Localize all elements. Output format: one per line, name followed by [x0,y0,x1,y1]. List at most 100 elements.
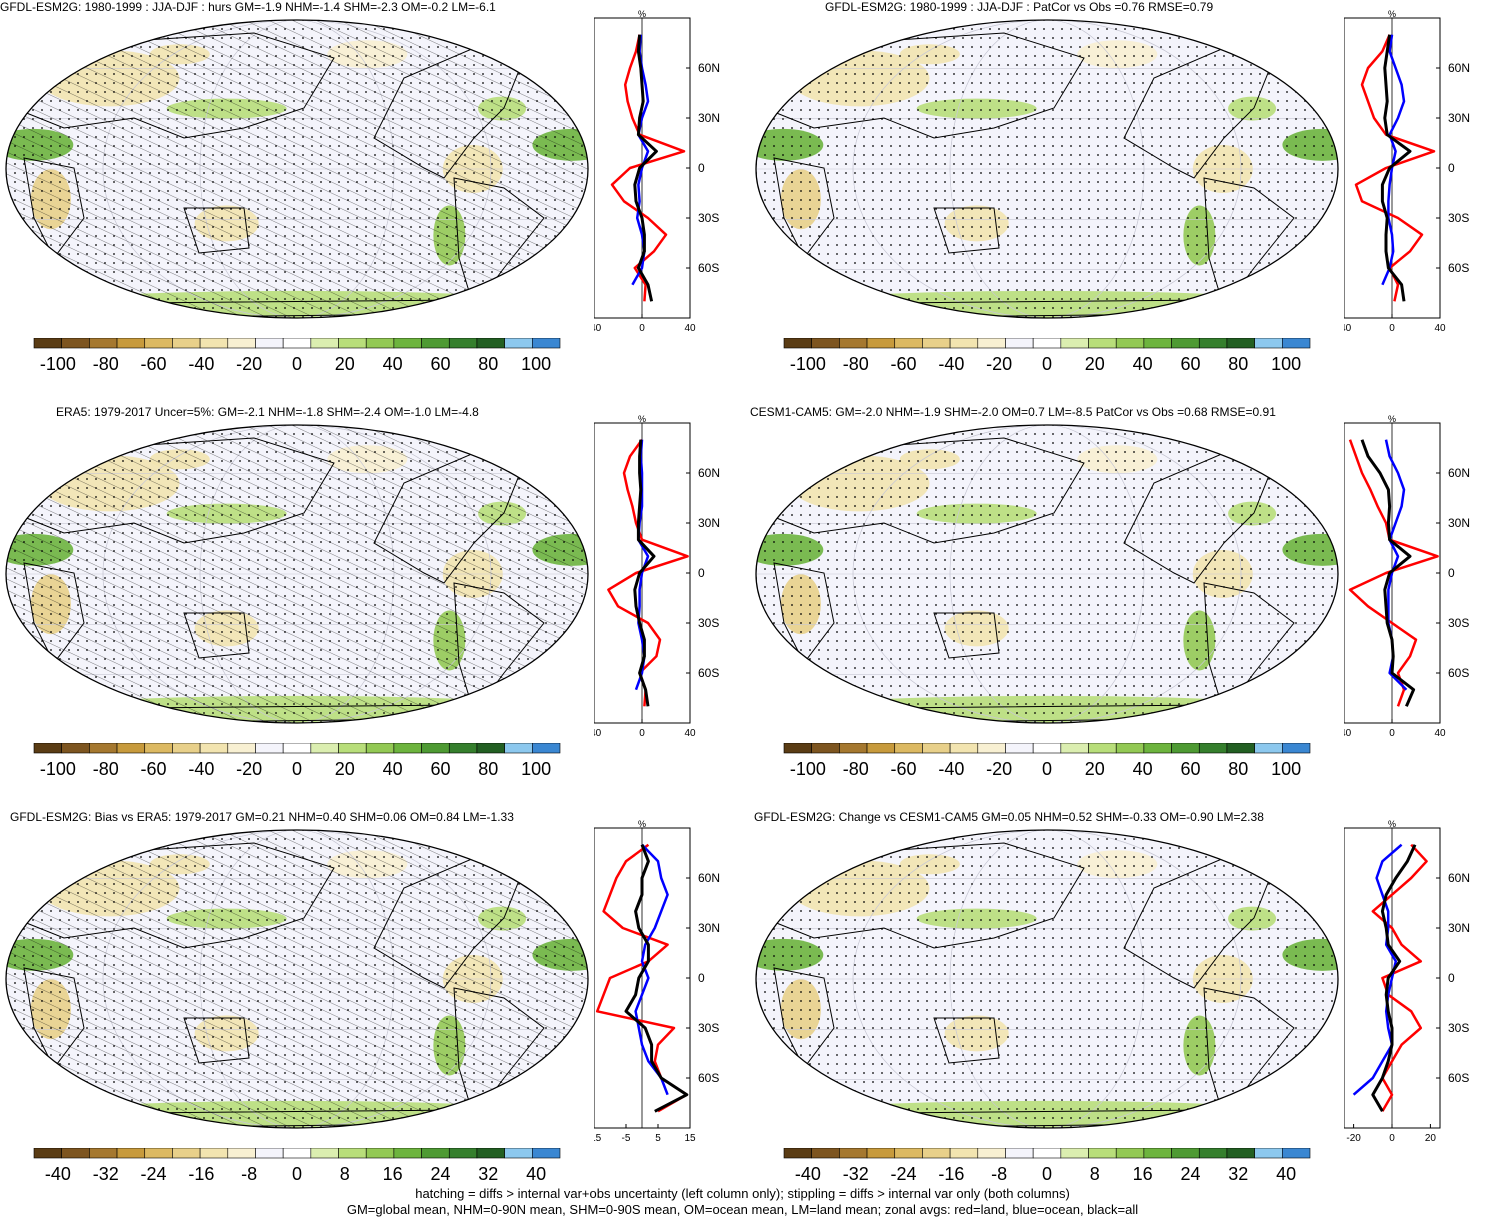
colorbar-swatch [866,338,896,349]
colorbar-label: 60 [1180,354,1200,374]
lat-label: 60S [1448,666,1469,680]
lat-label: 30S [1448,616,1469,630]
footer-note: hatching = diffs > internal var+obs unce… [0,1186,1485,1218]
colorbar-swatch [532,1148,561,1159]
colorbar-swatch [227,1148,256,1159]
colorbar-swatch [199,338,229,349]
lat-label: 30N [1448,111,1470,125]
colorbar-swatch [783,1148,812,1159]
colorbar-swatch [1254,338,1283,349]
colorbar-swatch [89,338,118,349]
colorbar-label: -8 [241,1164,257,1184]
colorbar-swatch [504,338,533,349]
zonal-series-land [607,438,689,707]
colorbar-swatch [448,338,478,349]
world-map [755,19,1339,319]
colorbar-swatch [365,743,395,754]
colorbar-swatch [199,743,229,754]
colorbar-swatch [1032,338,1062,349]
zonal-plot: % 60N 30N 0 30S 60S -40 0 40 [1344,10,1470,332]
colorbar-swatch [811,1148,840,1159]
colorbar-label: 8 [340,1164,350,1184]
colorbar-swatch [1198,1148,1228,1159]
zonal-series-land [1348,439,1439,707]
colorbar-swatch [1226,743,1255,754]
x-tick-label: 0 [639,323,645,332]
colorbar-label: 0 [1042,759,1052,779]
colorbar-label: 32 [1228,1164,1248,1184]
x-tick-label: -15 [594,1133,602,1142]
colorbar-swatch [255,338,284,349]
colorbar-swatch [144,338,173,349]
colorbar-swatch [255,1148,284,1159]
colorbar-swatch [338,743,367,754]
colorbar-swatch [116,743,146,754]
x-tick-label: 20 [1425,1133,1437,1142]
panel-p5: GFDL-ESM2G: Bias vs ERA5: 1979-2017 GM=0… [0,810,742,1215]
colorbar-swatch [227,743,256,754]
colorbar-swatch [476,1148,505,1159]
colorbar-label: -100 [790,759,826,779]
colorbar-swatch [61,1148,90,1159]
colorbar-label: -20 [236,354,262,374]
colorbar-swatch [532,743,561,754]
map-border [755,19,1339,319]
colorbar-label: 32 [478,1164,498,1184]
colorbar-swatch [310,1148,339,1159]
lat-label: 60N [698,61,720,75]
colorbar-swatch [839,743,868,754]
colorbar-swatch [1198,338,1228,349]
zonal-series-all [633,34,658,302]
colorbar-swatch [89,1148,118,1159]
colorbar-label: -24 [141,1164,167,1184]
colorbar-swatch [116,1148,146,1159]
colorbar-swatch [61,743,90,754]
colorbar-label: -80 [93,354,119,374]
footer-line-1: hatching = diffs > internal var+obs unce… [415,1186,1070,1201]
colorbar-swatch [1060,1148,1089,1159]
colorbar-swatch [1143,1148,1172,1159]
colorbar-swatch [1143,743,1172,754]
colorbar: -100 -80 -60 -40 -20 0 20 40 60 80 100 [783,743,1311,779]
zonal-series-land [1354,34,1436,302]
lat-label: 0 [1448,161,1455,175]
colorbar-swatch [1282,743,1311,754]
colorbar-swatch [1005,338,1034,349]
panel-title: ERA5: 1979-2017 Uncer=5%: GM=-2.1 NHM=-1… [56,405,479,419]
colorbar-swatch [1198,743,1228,754]
colorbar-swatch [1088,1148,1117,1159]
colorbar-label: -80 [93,759,119,779]
colorbar-swatch [1254,1148,1283,1159]
colorbar-swatch [172,1148,201,1159]
colorbar-label: 40 [1133,759,1153,779]
colorbar-label: 20 [335,354,355,374]
colorbar-swatch [89,743,118,754]
lat-label: 0 [698,566,705,580]
colorbar-label: -100 [790,354,826,374]
colorbar-label: 40 [1276,1164,1296,1184]
x-tick-label: -5 [622,1133,631,1142]
colorbar-swatch [338,338,367,349]
colorbar-swatch [448,1148,478,1159]
colorbar-label: -100 [40,759,76,779]
colorbar-swatch [811,338,840,349]
colorbar-swatch [421,743,450,754]
lat-label: 60S [698,1071,719,1085]
x-tick-label: 40 [1434,323,1446,332]
colorbar-swatch [172,338,201,349]
zonal-plot: % 60N 30N 0 30S 60S -40 0 40 [594,10,720,332]
lat-label: 30N [698,516,720,530]
colorbar-swatch [476,338,505,349]
colorbar-swatch [783,338,812,349]
colorbar-label: -40 [45,1164,71,1184]
colorbar-swatch [1060,743,1089,754]
lat-label: 60N [1448,466,1470,480]
panel-title: GFDL-ESM2G: Change vs CESM1-CAM5 GM=0.05… [754,810,1264,824]
colorbar-swatch [783,743,812,754]
colorbar-swatch [393,743,422,754]
hatching [6,20,588,318]
world-map [5,424,589,724]
colorbar-label: 100 [521,354,551,374]
colorbar-swatch [448,743,478,754]
colorbar-swatch [365,338,395,349]
